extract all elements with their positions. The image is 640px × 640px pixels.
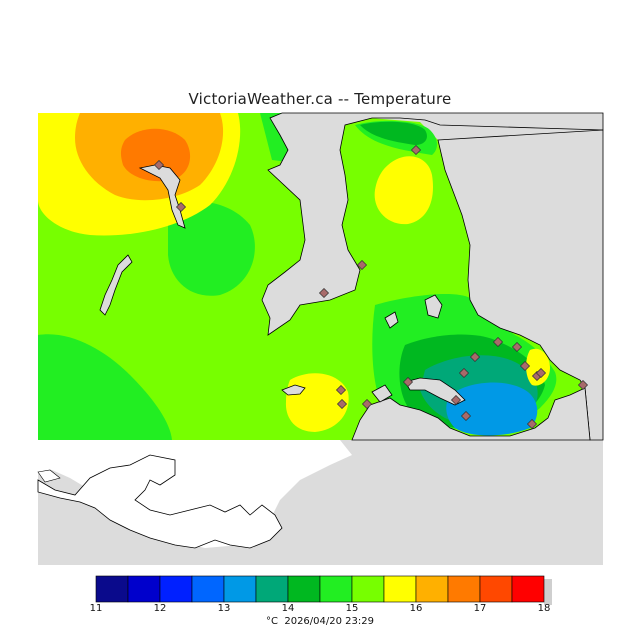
station-marker-icon[interactable] (492, 336, 504, 348)
legend-tick-label: 15 (345, 603, 359, 614)
station-marker-icon[interactable] (577, 379, 589, 391)
legend-band (319, 575, 353, 603)
station-marker-icon[interactable] (335, 384, 347, 396)
station-marker-icon[interactable] (402, 376, 414, 388)
legend-band (479, 575, 513, 603)
station-marker-icon[interactable] (526, 418, 538, 430)
station-marker-icon[interactable] (318, 287, 330, 299)
legend-band (447, 575, 481, 603)
legend-band (415, 575, 449, 603)
legend-shadow (544, 579, 552, 605)
map-title: VictoriaWeather.ca -- Temperature (188, 90, 452, 108)
station-marker-icon[interactable] (519, 360, 531, 372)
legend-band (159, 575, 193, 603)
timestamp: 2026/04/20 23:29 (284, 616, 374, 627)
legend-tick-label: 12 (153, 603, 167, 614)
legend-unit: °C (266, 616, 278, 627)
station-marker-icon[interactable] (410, 144, 422, 156)
station-marker-icon[interactable] (153, 159, 165, 171)
station-marker-icon[interactable] (535, 367, 547, 379)
legend-tick-label: 13 (217, 603, 231, 614)
station-marker-icon[interactable] (336, 398, 348, 410)
station-marker-icon[interactable] (175, 201, 187, 213)
coastlines (99, 164, 466, 406)
legend-footer: °C 2026/04/20 23:29 (0, 616, 640, 627)
south-shore (37, 454, 283, 549)
station-marker-icon[interactable] (361, 398, 373, 410)
station-markers (153, 144, 589, 430)
station-marker-icon[interactable] (460, 410, 472, 422)
legend-tick-label: 11 (89, 603, 103, 614)
legend-band (255, 575, 289, 603)
legend-band (351, 575, 385, 603)
legend-band (511, 575, 545, 603)
legend-band (127, 575, 161, 603)
zone-14-5 (168, 201, 255, 296)
station-marker-icon[interactable] (458, 367, 470, 379)
legend-band (383, 575, 417, 603)
station-marker-icon[interactable] (450, 394, 462, 406)
station-marker-icon[interactable] (469, 351, 481, 363)
legend-tick-label: 14 (281, 603, 295, 614)
legend-tick-label: 16 (409, 603, 423, 614)
station-marker-icon[interactable] (511, 341, 523, 353)
station-marker-icon[interactable] (356, 259, 368, 271)
legend-band (191, 575, 225, 603)
legend-colorbar (95, 575, 552, 605)
legend-tick-label: 18 (537, 603, 551, 614)
legend-tick-label: 17 (473, 603, 487, 614)
legend-band (95, 575, 129, 603)
legend-band (287, 575, 321, 603)
legend-band (223, 575, 257, 603)
legend-ticks: 11 12 13 14 15 16 17 18 (0, 603, 640, 619)
inlets (261, 112, 604, 441)
